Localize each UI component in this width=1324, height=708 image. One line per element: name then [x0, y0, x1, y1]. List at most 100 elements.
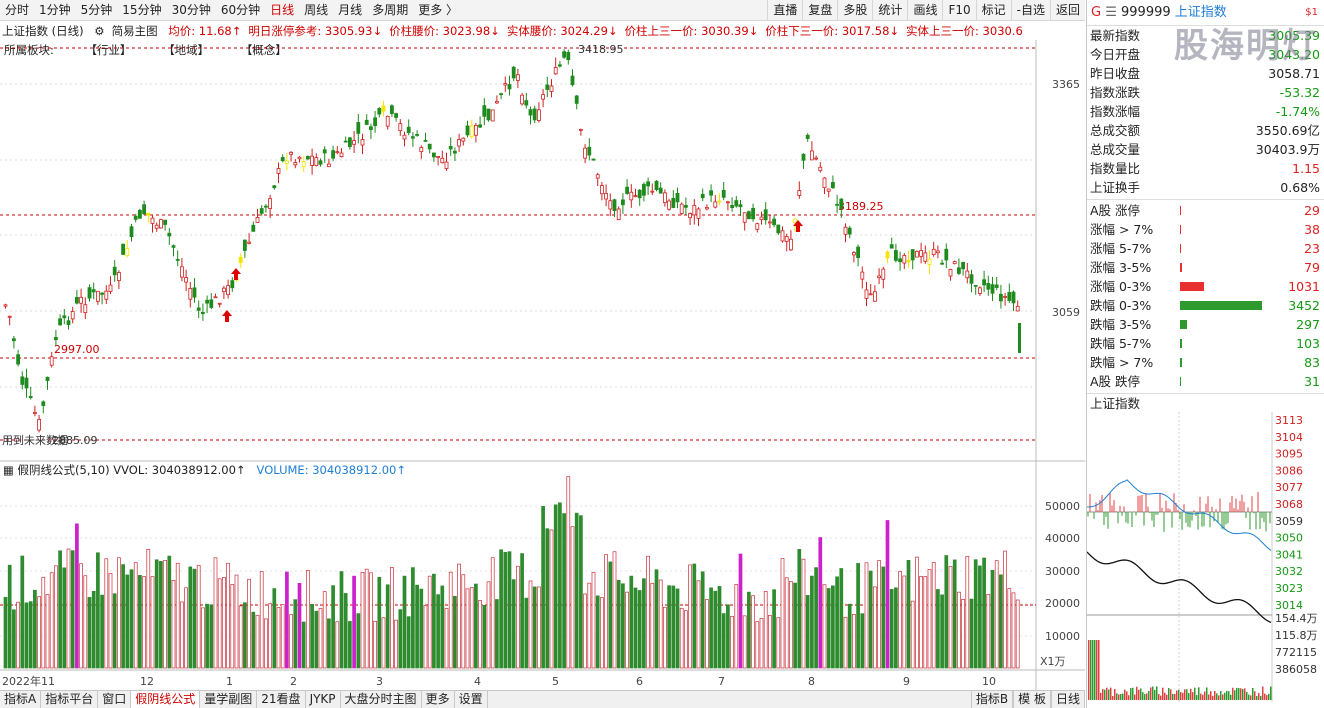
volume-bar — [343, 593, 348, 669]
period-tab[interactable]: 15分钟 — [122, 3, 162, 17]
candle-body — [255, 217, 260, 223]
time-label: 7 — [718, 675, 725, 688]
candle-body — [881, 268, 886, 280]
sector-industry[interactable]: 【行业】 — [85, 43, 132, 57]
period-tab[interactable]: 日线 — [270, 3, 295, 17]
candle-body — [28, 396, 33, 399]
volume-bar — [705, 599, 709, 669]
volume-bar — [931, 562, 936, 669]
right-tab[interactable]: 日线 — [1050, 691, 1085, 708]
sector-region[interactable]: 【地域】 — [163, 43, 210, 57]
candle-body — [20, 376, 25, 385]
bottom-indicator-tabs: 指标A 指标平台 窗口 假阴线公式 量学副图 21看盘 JYKP 大盘分时主图 更多 设置 指标B… — [0, 690, 1085, 708]
candle-body — [478, 124, 483, 128]
indicator-tab[interactable]: 设置 — [455, 691, 488, 708]
tool-button[interactable]: F10 — [942, 0, 975, 20]
candle-body — [751, 207, 755, 220]
volume-bar — [915, 556, 919, 669]
candle-body — [436, 156, 441, 158]
period-tab[interactable]: 多周期 — [372, 3, 409, 17]
volume-bar — [255, 614, 260, 669]
candle-body — [700, 193, 705, 199]
candle-body — [150, 217, 155, 224]
volume-bar — [801, 558, 806, 669]
kline-chart[interactable]: 3365 3059 3418.95 2997.00 3189.25 用到未来数据2885.… — [0, 40, 1085, 690]
intraday-vol-bar — [1186, 689, 1188, 700]
intraday-vol-bar — [1248, 694, 1250, 700]
candle-body — [541, 94, 545, 100]
volume-bar — [12, 609, 16, 669]
tool-button[interactable]: 统计 — [872, 0, 907, 20]
right-tab[interactable]: 模 板 — [1013, 691, 1051, 708]
volume-bar — [952, 559, 957, 669]
candle-body — [860, 271, 865, 280]
intraday-vol-bar — [1168, 687, 1170, 700]
sector-concept[interactable]: 【概念】 — [240, 43, 287, 57]
candle-body — [562, 51, 566, 58]
tool-button[interactable]: -自选 — [1010, 0, 1050, 20]
candle-body — [469, 125, 474, 137]
intraday-vol-bar — [1224, 692, 1226, 700]
period-tab[interactable]: 30分钟 — [171, 3, 211, 17]
period-tab[interactable]: 分时 — [5, 3, 30, 17]
volume-bar — [759, 618, 764, 669]
flag-icon: G — [1091, 5, 1102, 20]
tool-button[interactable]: 直播 — [767, 0, 802, 20]
right-tab[interactable]: 指标B — [970, 691, 1014, 708]
intraday-vol-bar — [1136, 686, 1138, 700]
candle-body — [41, 401, 46, 406]
tool-button[interactable]: 复盘 — [802, 0, 837, 20]
indicator-tab[interactable]: 指标平台 — [41, 691, 99, 708]
breadth-value: 1031 — [1288, 279, 1320, 294]
indicator-tab[interactable]: 假阴线公式 — [131, 691, 201, 708]
volume-bar — [180, 601, 184, 669]
volume-indicator-label[interactable]: 假阴线公式(5,10) — [17, 463, 110, 477]
intraday-vol-bar — [1140, 688, 1142, 700]
period-tab[interactable]: 5分钟 — [80, 3, 113, 17]
tool-button[interactable]: 画线 — [907, 0, 942, 20]
period-tab[interactable]: 周线 — [304, 3, 329, 17]
candle-body — [276, 168, 281, 174]
intraday-chart[interactable]: 3113 3104 3095 3086 3077 3068 3059 3050 3041 3032… — [1086, 412, 1324, 702]
period-tab[interactable]: 更多 〉 — [418, 3, 459, 17]
candle-body — [940, 262, 944, 265]
indicator-value: 价柱上三一价: 3030.39↓ — [624, 24, 759, 38]
indicator-tab[interactable]: 大盘分时主图 — [341, 691, 422, 708]
candle-body — [280, 157, 285, 162]
candle-body — [96, 290, 100, 302]
candle-body — [356, 122, 361, 134]
menu-icon[interactable]: ☰ — [1105, 5, 1117, 20]
breadth-value: 297 — [1296, 317, 1320, 332]
period-tab[interactable]: 60分钟 — [220, 3, 261, 17]
volume-bar — [499, 549, 503, 669]
candle-body — [663, 192, 667, 204]
volume-bar — [196, 565, 201, 669]
indicator-tab[interactable]: JYKP — [306, 691, 341, 708]
quote-row: 指数涨跌 -53.32 — [1087, 83, 1324, 102]
quote-label: 昨日收盘 — [1090, 66, 1141, 81]
intraday-vol-bar — [1194, 687, 1196, 700]
indicator-tab[interactable]: 窗口 — [98, 691, 132, 708]
candle-body — [600, 185, 604, 195]
volume-menu-icon[interactable]: ▦ — [3, 463, 14, 477]
tool-button[interactable]: 多股 — [837, 0, 872, 20]
volume-bar — [936, 589, 940, 669]
tool-button[interactable]: 返回 — [1049, 0, 1085, 20]
candle-body — [658, 187, 663, 194]
tool-button[interactable]: 标记 — [975, 0, 1011, 20]
candle-body — [982, 279, 986, 286]
indicator-tab[interactable]: 指标A — [0, 691, 42, 708]
period-tab[interactable]: 月线 — [338, 3, 363, 17]
main-chart-gear-icon[interactable]: ⚙ — [94, 24, 105, 38]
indicator-tab[interactable]: 量学副图 — [200, 691, 258, 708]
main-chart-label[interactable]: 简易主图 — [111, 24, 158, 38]
indicator-tab[interactable]: 21看盘 — [257, 691, 306, 708]
indicator-tab[interactable]: 更多 — [422, 691, 455, 708]
volume-bar — [385, 584, 390, 669]
volume-bar — [352, 575, 356, 669]
period-tab[interactable]: 1分钟 — [39, 3, 71, 17]
price-label: 3059 — [1052, 306, 1080, 319]
volume-bar — [394, 619, 398, 669]
candle-body — [654, 180, 659, 191]
candle-body — [352, 140, 357, 145]
